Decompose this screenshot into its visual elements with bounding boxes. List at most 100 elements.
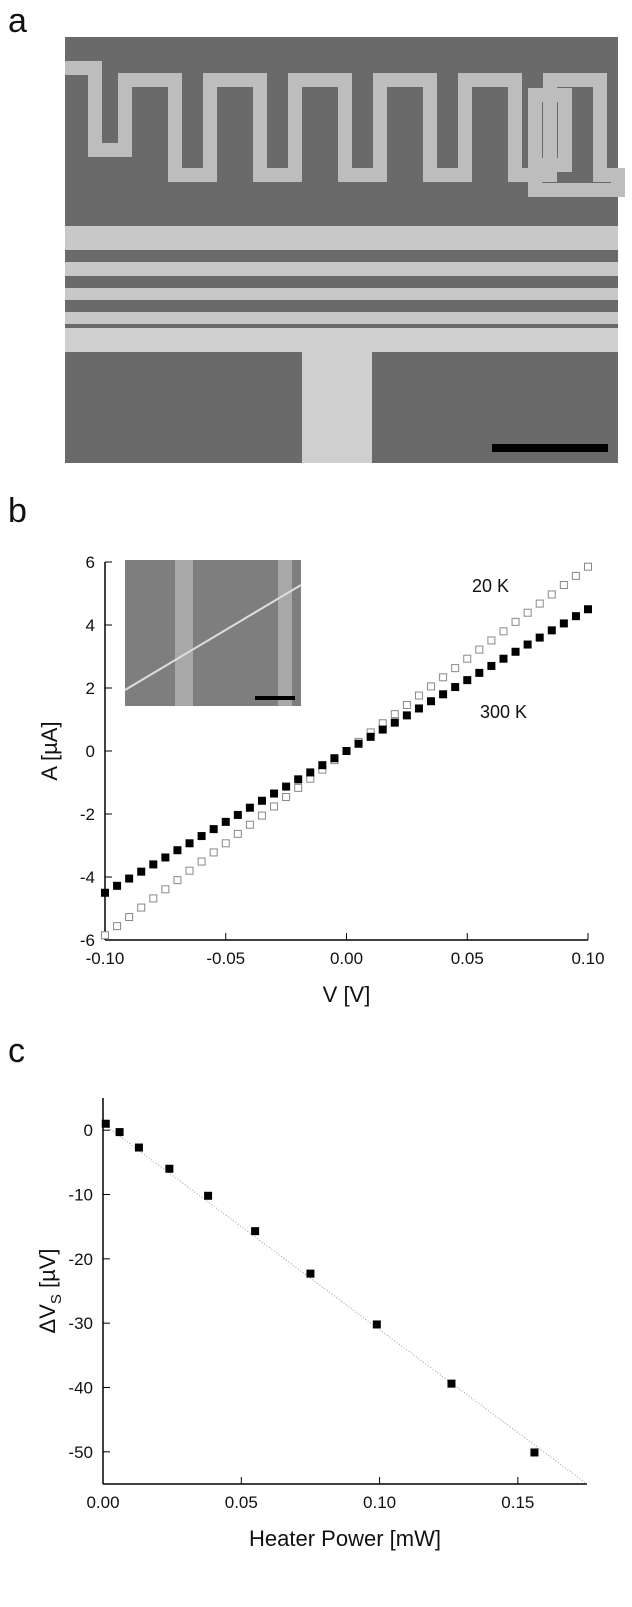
data-point xyxy=(282,782,291,791)
data-point xyxy=(547,590,556,599)
data-point xyxy=(204,1191,213,1200)
x-tick-label: -0.05 xyxy=(206,949,245,968)
y-tick-label: -30 xyxy=(68,1314,93,1333)
data-point xyxy=(487,661,496,670)
data-point xyxy=(161,885,170,894)
data-point xyxy=(439,690,448,699)
panel-label: c xyxy=(8,1032,25,1070)
data-point xyxy=(535,599,544,608)
y-tick-label: 6 xyxy=(86,553,95,572)
data-point xyxy=(245,803,254,812)
y-tick-label: -6 xyxy=(80,931,95,950)
y-tick-label: 0 xyxy=(84,1121,93,1140)
data-point xyxy=(294,775,303,784)
data-point xyxy=(559,619,568,628)
data-point xyxy=(165,1164,174,1173)
series-label: 20 K xyxy=(472,576,509,596)
data-point xyxy=(221,839,230,848)
data-point xyxy=(318,761,327,770)
y-tick-label: -10 xyxy=(68,1186,93,1205)
y-tick-label: -2 xyxy=(80,805,95,824)
data-point xyxy=(584,562,592,571)
data-point xyxy=(530,1448,539,1457)
data-point xyxy=(330,754,339,763)
y-axis-label: ΔVS [µV] xyxy=(35,1248,65,1333)
y-tick-label: 2 xyxy=(86,679,95,698)
data-point xyxy=(463,654,472,663)
y-axis-label: A [µA] xyxy=(37,721,62,780)
data-point xyxy=(427,697,436,706)
data-point xyxy=(115,1128,124,1137)
data-point xyxy=(125,874,134,883)
x-axis-label: Heater Power [mW] xyxy=(249,1526,441,1551)
x-tick-label: -0.10 xyxy=(86,949,125,968)
data-point xyxy=(197,857,206,866)
data-point xyxy=(149,860,158,869)
data-point xyxy=(439,673,448,682)
data-point xyxy=(113,922,122,931)
data-point xyxy=(245,820,254,829)
data-point xyxy=(282,792,291,801)
data-point xyxy=(390,718,399,727)
data-point xyxy=(270,789,279,798)
data-point xyxy=(113,881,122,890)
data-point xyxy=(137,903,146,912)
data-point xyxy=(511,647,520,656)
data-point xyxy=(197,832,206,841)
data-point xyxy=(499,654,508,663)
data-point xyxy=(173,876,182,885)
x-tick-label: 0.05 xyxy=(451,949,484,968)
y-label-main: ΔV xyxy=(35,1304,60,1334)
trend-line xyxy=(102,1123,588,1485)
data-point xyxy=(306,1269,315,1278)
y-tick-label: -20 xyxy=(68,1250,93,1269)
sem-image xyxy=(65,37,625,463)
data-point xyxy=(390,710,399,719)
data-point xyxy=(584,605,592,614)
data-point xyxy=(447,1379,456,1388)
data-point xyxy=(463,676,472,685)
data-point xyxy=(185,839,194,848)
data-point xyxy=(511,617,520,626)
data-point xyxy=(137,867,146,876)
data-point xyxy=(571,612,580,621)
data-point xyxy=(366,732,375,741)
data-point xyxy=(209,848,218,857)
y-tick-label: 0 xyxy=(86,742,95,761)
data-point xyxy=(487,636,496,645)
x-axis-label: V [V] xyxy=(323,982,371,1007)
data-point xyxy=(547,626,556,635)
data-point xyxy=(499,627,508,636)
x-tick-label: 0.15 xyxy=(501,1493,534,1512)
data-point xyxy=(270,802,279,811)
panel-label: b xyxy=(8,492,27,530)
y-tick-label: -50 xyxy=(68,1443,93,1462)
series-label: 300 K xyxy=(480,702,527,722)
data-point xyxy=(372,1320,381,1329)
x-tick-label: 0.05 xyxy=(225,1493,258,1512)
data-point xyxy=(134,1143,143,1152)
data-point xyxy=(402,701,411,710)
x-tick-label: 0.00 xyxy=(330,949,363,968)
data-point xyxy=(233,810,242,819)
inset-image xyxy=(124,560,302,706)
data-point xyxy=(173,846,182,855)
data-point xyxy=(402,711,411,720)
data-point xyxy=(221,817,230,826)
data-point xyxy=(209,825,218,834)
data-point xyxy=(427,682,436,691)
data-point xyxy=(451,683,460,692)
data-point xyxy=(475,668,484,677)
panel-label: a xyxy=(8,2,27,40)
data-point xyxy=(257,796,266,805)
data-point xyxy=(149,894,158,903)
x-tick-label: 0.00 xyxy=(86,1493,119,1512)
data-point xyxy=(535,633,544,642)
data-point xyxy=(475,645,484,654)
data-point xyxy=(101,931,109,940)
data-point xyxy=(251,1227,260,1236)
y-tick-label: 4 xyxy=(86,616,95,635)
y-tick-label: -40 xyxy=(68,1379,93,1398)
data-point xyxy=(101,1119,110,1128)
